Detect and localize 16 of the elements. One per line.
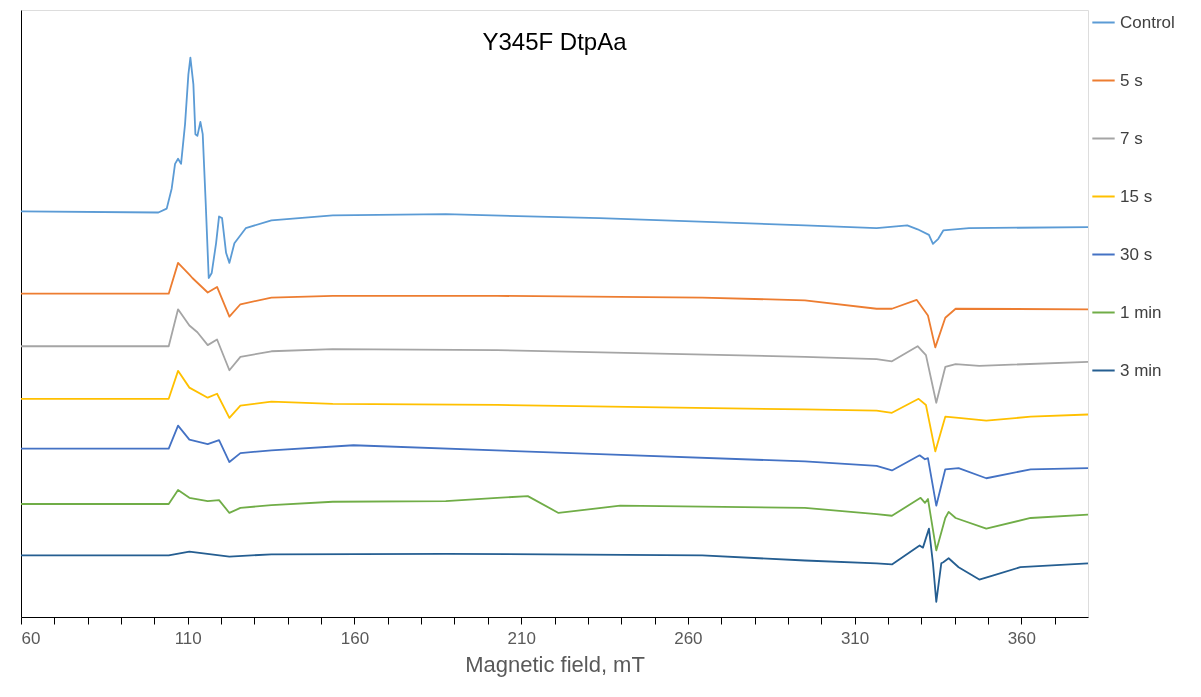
legend-label: 3 min xyxy=(1120,360,1162,380)
x-axis-title: Magnetic field, mT xyxy=(465,651,645,677)
legend-label: 1 min xyxy=(1120,302,1162,322)
legend-label: Control xyxy=(1120,12,1175,32)
x-tick-label: 310 xyxy=(840,628,870,648)
legend-label: 5 s xyxy=(1120,70,1143,90)
legend-label: 30 s xyxy=(1120,244,1153,264)
legend-label: 7 s xyxy=(1120,128,1143,148)
x-tick-label: 210 xyxy=(507,628,536,648)
x-tick-label: 360 xyxy=(1007,628,1036,648)
chart-title: Y345F DtpAa xyxy=(482,28,628,55)
x-tick-label: 110 xyxy=(174,628,202,648)
x-tick-label: 260 xyxy=(674,628,703,648)
x-tick-label: 60 xyxy=(21,628,41,648)
legend-label: 15 s xyxy=(1120,186,1153,206)
x-tick-label: 160 xyxy=(340,628,370,648)
